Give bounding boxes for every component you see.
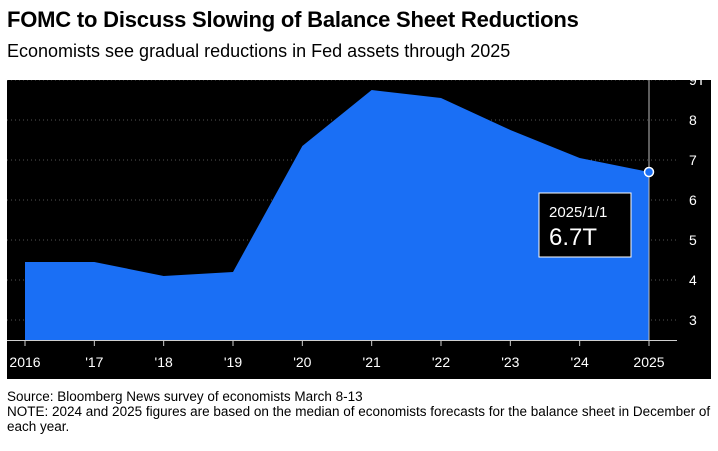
x-tick-label: '22 xyxy=(432,354,450,370)
tooltip: 2025/1/1 6.7T xyxy=(538,192,632,258)
hover-point-marker[interactable] xyxy=(643,166,655,178)
x-tick-label: 2016 xyxy=(9,354,40,370)
area-chart[interactable]: 3 4 5 6 7 8 9T 2016 '17 '18 '19 '20 '21 '22 '23 '24 202… xyxy=(7,80,711,379)
source-note: Source: Bloomberg News survey of economi… xyxy=(7,389,363,404)
area-series-fed-assets[interactable] xyxy=(25,90,649,340)
y-axis: 3 4 5 6 7 8 9T xyxy=(689,80,706,328)
y-tick-label: 6 xyxy=(689,192,697,208)
tooltip-value: 6.7T xyxy=(549,224,597,251)
y-tick-label: 9T xyxy=(689,80,706,88)
x-tick-label: '23 xyxy=(501,354,519,370)
x-tick-label: '20 xyxy=(293,354,311,370)
footnotes: Source: Bloomberg News survey of economi… xyxy=(7,389,711,434)
x-tick-label: '19 xyxy=(224,354,242,370)
x-tick-label: '24 xyxy=(571,354,589,370)
y-tick-label: 7 xyxy=(689,152,697,168)
x-tick-label: 2025 xyxy=(633,354,664,370)
x-tick-label: '17 xyxy=(85,354,103,370)
tooltip-box xyxy=(538,192,632,258)
chart-title: FOMC to Discuss Slowing of Balance Sheet… xyxy=(7,7,579,32)
chart-area[interactable]: 3 4 5 6 7 8 9T 2016 '17 '18 '19 '20 '21 '22 '23 '24 202… xyxy=(7,80,711,379)
x-tick-label: '21 xyxy=(363,354,381,370)
y-tick-label: 3 xyxy=(689,312,697,328)
tooltip-date: 2025/1/1 xyxy=(549,204,607,221)
y-tick-label: 5 xyxy=(689,232,697,248)
x-tick-label: '18 xyxy=(155,354,173,370)
chart-subtitle: Economists see gradual reductions in Fed… xyxy=(7,41,511,61)
y-tick-label: 8 xyxy=(689,112,697,128)
methodology-note: NOTE: 2024 and 2025 figures are based on… xyxy=(7,404,711,434)
y-tick-label: 4 xyxy=(689,272,697,288)
x-axis: 2016 '17 '18 '19 '20 '21 '22 '23 '24 2025 xyxy=(7,340,677,370)
